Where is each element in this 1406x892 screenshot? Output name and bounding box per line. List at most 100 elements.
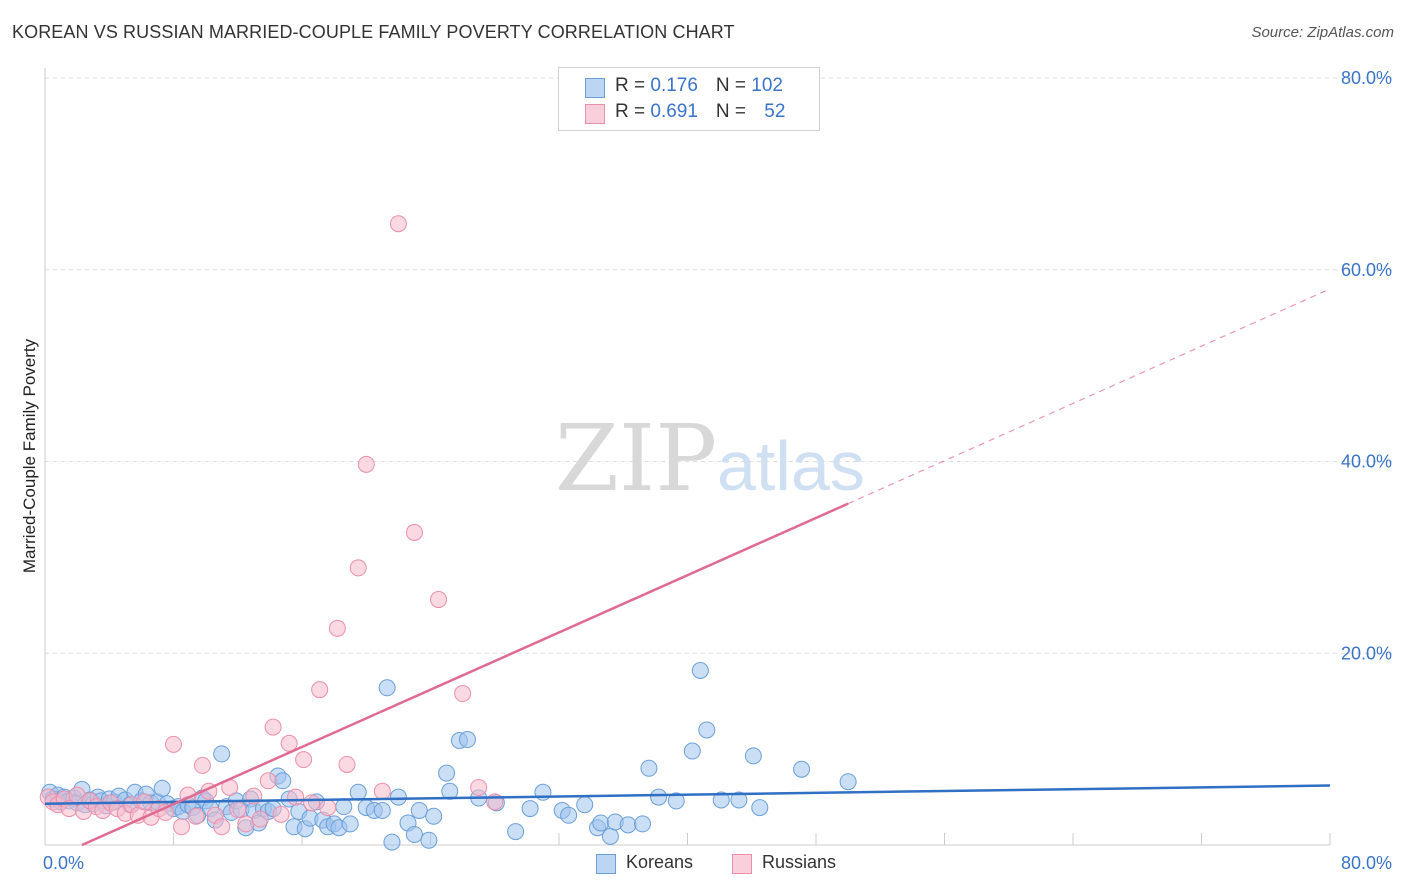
- korean-point-71: [405, 825, 423, 843]
- koreans-stats: R = 0.176 N = 102: [615, 75, 783, 97]
- russian-point-19: [165, 735, 182, 753]
- russians-stats: R = 0.691 N = 52: [615, 101, 785, 123]
- korean-point-75: [438, 764, 456, 782]
- russian-trend-line: [81, 502, 849, 847]
- koreans-n-value: 102: [751, 75, 783, 96]
- russian-point-23: [193, 756, 211, 774]
- trend-lines: [44, 288, 1331, 847]
- korean-point-88: [592, 814, 610, 832]
- russian-point-26: [213, 818, 231, 836]
- legend-koreans-label: Koreans: [626, 852, 694, 872]
- russian-point-36: [287, 788, 305, 806]
- koreans-n-label: N =: [715, 75, 752, 96]
- korean-trend-line: [44, 784, 1331, 806]
- korean-point-95: [667, 792, 685, 810]
- korean-point-102: [751, 799, 769, 817]
- russian-point-31: [251, 810, 269, 828]
- russians-swatch: [585, 104, 605, 124]
- korean-point-98: [698, 721, 716, 739]
- korean-point-72: [410, 801, 428, 819]
- korean-point-61: [335, 798, 353, 816]
- korean-point-50: [274, 772, 292, 790]
- legend-russians-label: Russians: [762, 852, 837, 872]
- russian-point-45: [373, 782, 391, 800]
- y-tick-label-1: 40.0%: [1341, 452, 1392, 472]
- korean-point-91: [619, 816, 637, 834]
- chart-title: KOREAN VS RUSSIAN MARRIED-COUPLE FAMILY …: [12, 22, 735, 42]
- korean-point-82: [521, 800, 539, 818]
- koreans-r-label: R =: [615, 75, 651, 96]
- korean-point-93: [640, 759, 658, 777]
- korean-point-37: [213, 745, 231, 763]
- korean-point-25: [153, 779, 171, 797]
- koreans-r-value: 0.176: [650, 75, 698, 96]
- x-tick-label-0: 0.0%: [43, 853, 84, 873]
- russian-point-39: [311, 681, 329, 699]
- korean-point-104: [839, 773, 857, 791]
- korean-points: [41, 662, 857, 851]
- korean-point-68: [383, 833, 401, 851]
- korean-point-81: [507, 823, 525, 841]
- legend-russians-swatch: [732, 854, 752, 874]
- koreans-swatch: [585, 78, 605, 98]
- korean-point-96: [683, 742, 701, 760]
- russian-point-43: [349, 559, 367, 577]
- korean-point-99: [712, 791, 730, 809]
- russian-point-40: [319, 799, 337, 817]
- korean-point-76: [441, 782, 459, 800]
- russian-point-44: [357, 455, 375, 473]
- korean-point-74: [425, 807, 443, 825]
- russian-point-32: [259, 772, 277, 790]
- y-tick-label-0: 20.0%: [1341, 643, 1392, 663]
- tick-labels: 20.0% 40.0% 60.0% 80.0% 0.0% 80.0%: [43, 68, 1392, 873]
- korean-point-101: [744, 747, 762, 765]
- korean-point-100: [730, 791, 748, 809]
- russian-points: [39, 215, 504, 836]
- korean-point-103: [793, 760, 811, 778]
- russian-trend-extension: [847, 288, 1331, 505]
- russian-point-34: [272, 805, 290, 823]
- korean-point-86: [576, 796, 594, 814]
- russian-point-41: [328, 619, 346, 637]
- korean-point-66: [373, 801, 391, 819]
- y-tick-label-3: 80.0%: [1341, 68, 1392, 88]
- russian-point-38: [303, 794, 321, 812]
- russian-point-42: [338, 755, 356, 773]
- russians-n-value: 52: [764, 101, 786, 122]
- korean-point-73: [420, 831, 438, 849]
- russians-r-label: R =: [615, 101, 651, 122]
- grid-lines: [45, 77, 1392, 654]
- russian-point-28: [229, 801, 247, 819]
- russian-point-20: [173, 818, 191, 836]
- korean-point-97: [691, 662, 709, 680]
- russian-point-48: [430, 591, 448, 609]
- korean-point-89: [601, 827, 619, 845]
- russians-r-value: 0.691: [650, 101, 698, 122]
- russian-point-46: [389, 215, 407, 233]
- russian-point-22: [187, 807, 205, 825]
- y-tick-label-2: 60.0%: [1341, 260, 1392, 280]
- russian-point-49: [454, 685, 472, 703]
- russian-point-47: [405, 523, 423, 541]
- russian-point-33: [264, 718, 282, 736]
- legend-koreans-swatch: [596, 854, 616, 874]
- russians-n-label: N =: [715, 101, 752, 122]
- korean-point-62: [341, 815, 359, 833]
- korean-point-63: [349, 783, 367, 801]
- korean-point-94: [650, 788, 668, 806]
- korean-point-78: [458, 731, 476, 749]
- korean-point-92: [634, 815, 652, 833]
- russian-point-29: [237, 815, 255, 833]
- source-label: Source: ZipAtlas.com: [1251, 24, 1394, 41]
- korean-point-67: [378, 679, 396, 697]
- russian-point-37: [295, 751, 313, 769]
- watermark: ZIP atlas: [555, 405, 865, 512]
- korean-point-69: [389, 788, 407, 806]
- watermark-zip: ZIP: [555, 405, 717, 512]
- russian-point-50: [470, 778, 488, 796]
- korean-point-85: [560, 806, 578, 824]
- x-tick-label-1: 80.0%: [1341, 853, 1392, 873]
- correlation-legend: R = 0.176 N = 102 R = 0.691 N = 52: [558, 67, 820, 131]
- watermark-atlas: atlas: [717, 427, 865, 505]
